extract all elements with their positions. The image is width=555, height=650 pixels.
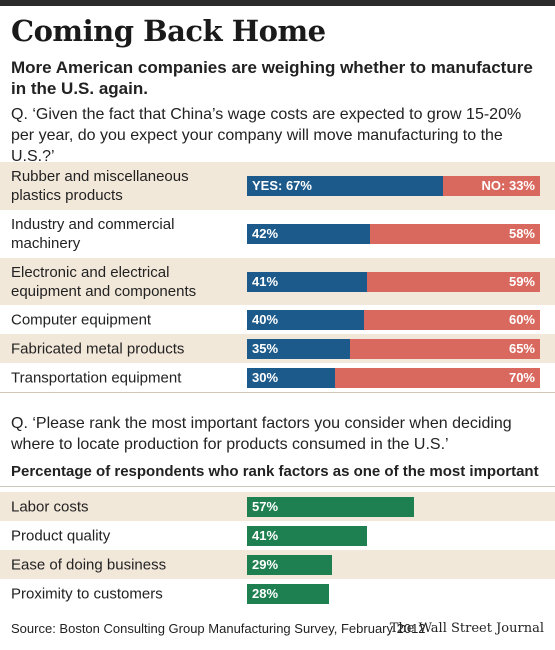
yes-bar: 40% — [247, 309, 364, 330]
no-bar: 70% — [335, 367, 540, 388]
yes-value-label: YES: 67% — [252, 178, 312, 193]
no-value-label: 58% — [508, 226, 535, 241]
yes-bar: 35% — [247, 338, 350, 359]
source-note: Source: Boston Consulting Group Manufact… — [11, 621, 426, 636]
no-bar: 59% — [367, 271, 540, 292]
chart-title: Coming Back Home — [11, 14, 326, 48]
subhead-divider — [0, 486, 555, 487]
question-1: Q. ‘Given the fact that China’s wage cos… — [11, 106, 522, 165]
yes-bar: 30% — [247, 367, 335, 388]
yes-value-label: 35% — [252, 340, 279, 356]
factor-value-label: 28% — [252, 585, 279, 601]
chart-subtitle: More American companies are weighing whe… — [11, 58, 533, 98]
factor-value-label: 41% — [252, 527, 279, 543]
yes-bar: 41% — [247, 271, 367, 292]
category-label: Ease of doing business — [11, 556, 167, 573]
factor-bar: 41% — [247, 525, 367, 546]
top-rule — [0, 0, 555, 6]
factor-bar: 29% — [247, 554, 332, 575]
category-label: Labor costs — [11, 498, 89, 515]
no-bar: 60% — [364, 309, 540, 330]
yes-value-label: 42% — [252, 226, 279, 241]
yes-value-label: 30% — [252, 369, 279, 385]
category-label: Rubber and miscellaneous plastics produc… — [11, 168, 189, 204]
category-label: Product quality — [11, 527, 111, 544]
category-label: Proximity to customers — [11, 585, 163, 602]
factor-bar: 28% — [247, 583, 329, 604]
category-label: Transportation equipment — [11, 369, 182, 386]
no-value-label: 70% — [508, 369, 535, 385]
factors-subhead: Percentage of respondents who rank facto… — [11, 463, 539, 480]
no-bar: 58% — [370, 224, 540, 244]
category-label: Electronic and electrical equipment and … — [11, 263, 197, 300]
category-label: Industry and commercial machinery — [11, 216, 175, 252]
no-bar: NO: 33% — [443, 176, 540, 196]
question-2: Q. ‘Please rank the most important facto… — [11, 415, 512, 453]
no-bar: 65% — [350, 338, 540, 359]
factor-value-label: 29% — [252, 556, 279, 572]
yes-value-label: 40% — [252, 311, 279, 327]
no-value-label: 59% — [508, 273, 535, 289]
yes-value-label: 41% — [252, 273, 279, 289]
category-label: Computer equipment — [11, 311, 152, 328]
section-divider — [0, 392, 555, 393]
no-value-label: NO: 33% — [481, 178, 535, 193]
factor-value-label: 57% — [252, 498, 279, 514]
factor-bar: 57% — [247, 496, 414, 517]
yes-bar: 42% — [247, 224, 370, 244]
category-label: Fabricated metal products — [11, 340, 185, 357]
no-value-label: 60% — [508, 311, 535, 327]
publisher-credit: The Wall Street Journal — [389, 621, 544, 636]
yes-bar: YES: 67% — [247, 176, 443, 196]
no-value-label: 65% — [508, 340, 535, 356]
